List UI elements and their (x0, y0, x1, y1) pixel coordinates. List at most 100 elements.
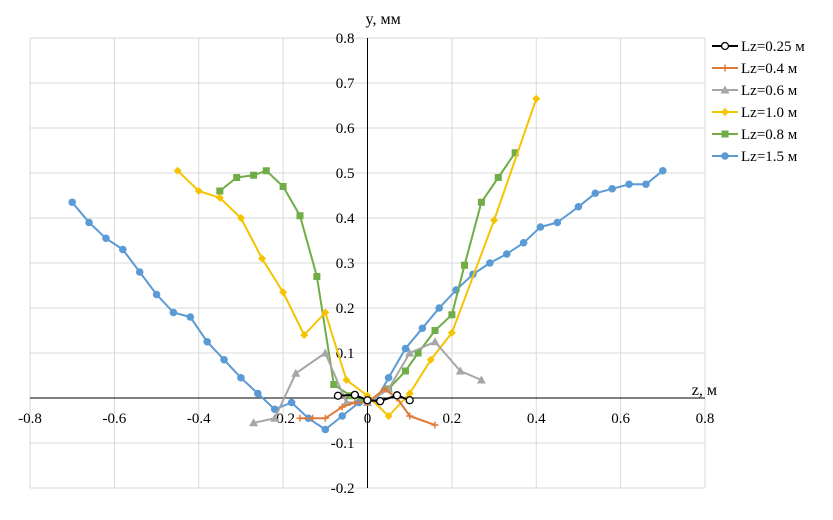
x-tick-label: -0.4 (187, 411, 211, 427)
data-point (338, 412, 346, 420)
y-tick-label: 0.7 (336, 76, 355, 92)
data-point (519, 238, 528, 247)
data-point (320, 348, 330, 357)
data-point (236, 214, 245, 222)
data-point (270, 413, 280, 422)
data-point (406, 412, 414, 420)
y-tick-label: 0.3 (336, 256, 355, 272)
data-point (342, 376, 351, 384)
series-line (300, 388, 436, 426)
data-point (68, 198, 76, 207)
data-point (659, 166, 667, 175)
data-point (553, 218, 562, 227)
data-point (401, 344, 410, 353)
data-point (194, 187, 203, 195)
legend: Lz=0.25 м Lz=0.4 м Lz=0.6 м Lz=1.0 м Lz=0.8 … (712, 39, 805, 165)
legend-item: Lz=0.25 м (712, 39, 805, 55)
series-Lz=1.0 м (173, 94, 541, 420)
x-tick-label: -0.6 (103, 411, 127, 427)
data-point (287, 398, 296, 407)
data-point (135, 268, 144, 276)
data-point (152, 290, 161, 299)
y-tick-label: 0.6 (336, 121, 355, 137)
y-tick-label: 0.2 (336, 301, 355, 317)
data-point (431, 327, 439, 334)
legend-label: Lz=0.8 м (741, 127, 798, 143)
data-point (279, 183, 287, 190)
data-point (203, 337, 211, 346)
legend-label: Lz=0.4 м (741, 61, 798, 77)
data-point (418, 324, 427, 333)
plot-area (68, 94, 667, 434)
data-point (258, 254, 267, 263)
y-tick-label: -0.2 (331, 481, 355, 497)
data-point (536, 223, 545, 231)
data-point (405, 396, 414, 405)
data-point (321, 414, 329, 422)
data-point (430, 337, 440, 346)
legend-label: Lz=1.0 м (741, 105, 798, 121)
data-point (511, 149, 519, 157)
data-point (186, 313, 195, 321)
data-point (250, 171, 258, 179)
x-tick-label: 0.4 (527, 411, 546, 427)
data-point (249, 418, 259, 427)
data-point (431, 421, 439, 429)
data-point (574, 202, 583, 211)
data-point (85, 218, 93, 227)
data-point (384, 412, 393, 420)
data-point (405, 348, 415, 357)
y-axis-label: y, мм (366, 11, 401, 28)
legend-marker (720, 41, 730, 51)
data-point (321, 425, 330, 434)
data-point (309, 414, 317, 422)
data-point (313, 273, 321, 280)
data-point (591, 189, 600, 198)
data-point (321, 308, 330, 317)
legend-label: Lz=0.25 м (741, 39, 805, 55)
data-point (300, 331, 309, 339)
data-point (102, 234, 110, 243)
data-point (405, 389, 414, 398)
data-point (216, 187, 224, 195)
x-tick-label: 0.2 (443, 411, 462, 427)
data-point (237, 373, 245, 382)
data-point (119, 245, 127, 254)
data-point (338, 403, 346, 411)
data-point (477, 198, 485, 206)
data-point (270, 405, 279, 414)
legend-item: Lz=1.5 м (712, 149, 798, 165)
data-point (380, 385, 388, 393)
data-point (291, 368, 301, 377)
legend-marker (721, 130, 729, 138)
tick-labels: -0.8 -0.6 -0.4 -0.2 0 0.2 0.4 0.6 0.8-0.2-0.10.1… (18, 31, 714, 497)
legend-marker (721, 108, 729, 116)
x-tick-label: 0 (364, 411, 372, 427)
data-point (414, 349, 422, 357)
data-point (279, 288, 288, 297)
data-point (401, 367, 409, 375)
data-point (448, 311, 456, 319)
legend-label: Lz=1.5 м (741, 149, 798, 165)
legend-item: Lz=0.4 м (712, 61, 798, 77)
x-tick-label: 0.8 (696, 411, 715, 427)
data-point (333, 391, 343, 400)
series-Lz=0.25 м (333, 390, 414, 406)
data-point (532, 94, 541, 103)
data-point (350, 390, 359, 400)
x-tick-label: 0.6 (611, 411, 630, 427)
legend-marker (721, 64, 729, 72)
legend-item: Lz=0.6 м (712, 83, 798, 99)
data-point (215, 193, 224, 202)
data-point (296, 414, 304, 422)
data-point (296, 212, 304, 220)
data-point (363, 396, 372, 405)
data-point (169, 308, 178, 317)
data-point (220, 355, 228, 364)
data-point (461, 261, 469, 269)
data-point (642, 180, 650, 189)
data-point (502, 250, 511, 258)
data-point (455, 366, 465, 375)
data-point (447, 328, 456, 337)
